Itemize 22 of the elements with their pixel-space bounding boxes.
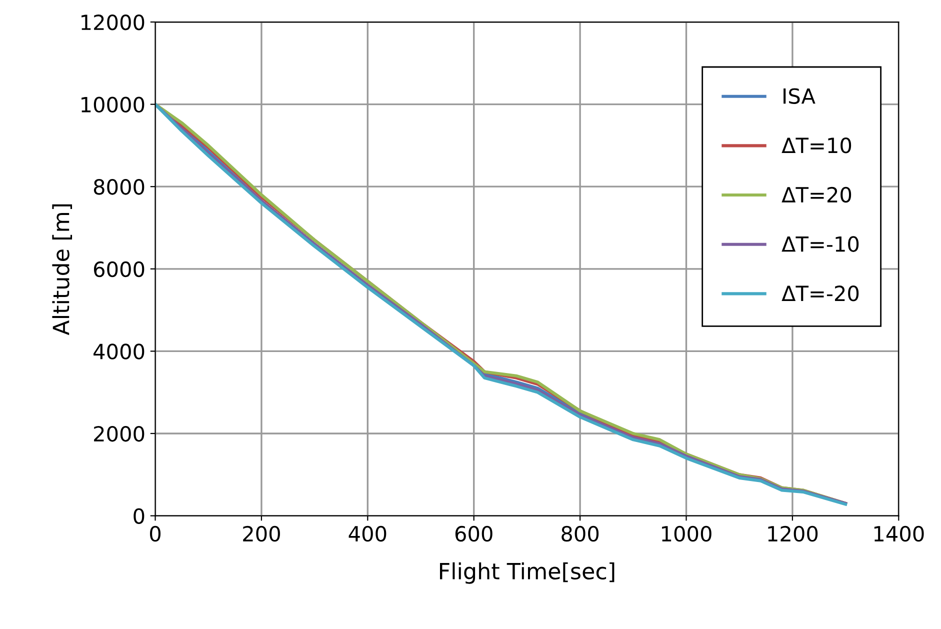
y-tick-label: 4000 — [94, 344, 144, 360]
legend-label: ISA — [784, 88, 816, 104]
y-tick-label: 8000 — [94, 179, 144, 195]
x-tick-label: 200 — [243, 526, 280, 542]
x-tick-label: 400 — [348, 526, 386, 542]
legend-label: ΔT=20 — [782, 186, 852, 203]
y-tick-label: 0 — [134, 508, 144, 524]
legend-label: ΔT=-20 — [782, 286, 859, 302]
legend-label: ΔT=-10 — [782, 236, 859, 252]
y-tick-label: 12000 — [82, 14, 144, 30]
y-tick-label: 2000 — [94, 426, 144, 442]
legend-label: ΔT=10 — [782, 138, 852, 154]
x-tick-label: 800 — [562, 526, 599, 542]
x-tick-label: 1000 — [662, 526, 712, 542]
x-tick-label: 600 — [455, 526, 492, 542]
y-tick-label: 10000 — [82, 96, 144, 113]
y-axis-title: Altitude [m] — [52, 204, 72, 336]
x-axis-title: Flight Time[sec] — [440, 562, 614, 584]
y-tick-label: 6000 — [94, 261, 144, 278]
x-tick-label: 1400 — [874, 526, 924, 542]
x-tick-label: 0 — [150, 526, 161, 542]
x-tick-label: 1200 — [768, 526, 818, 542]
